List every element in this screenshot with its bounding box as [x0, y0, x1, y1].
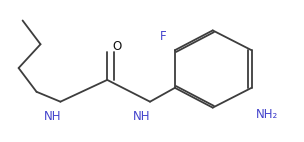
- Text: NH₂: NH₂: [256, 108, 278, 121]
- Text: F: F: [160, 30, 167, 43]
- Text: O: O: [112, 40, 121, 53]
- Text: NH: NH: [133, 110, 151, 123]
- Text: NH: NH: [44, 110, 61, 123]
